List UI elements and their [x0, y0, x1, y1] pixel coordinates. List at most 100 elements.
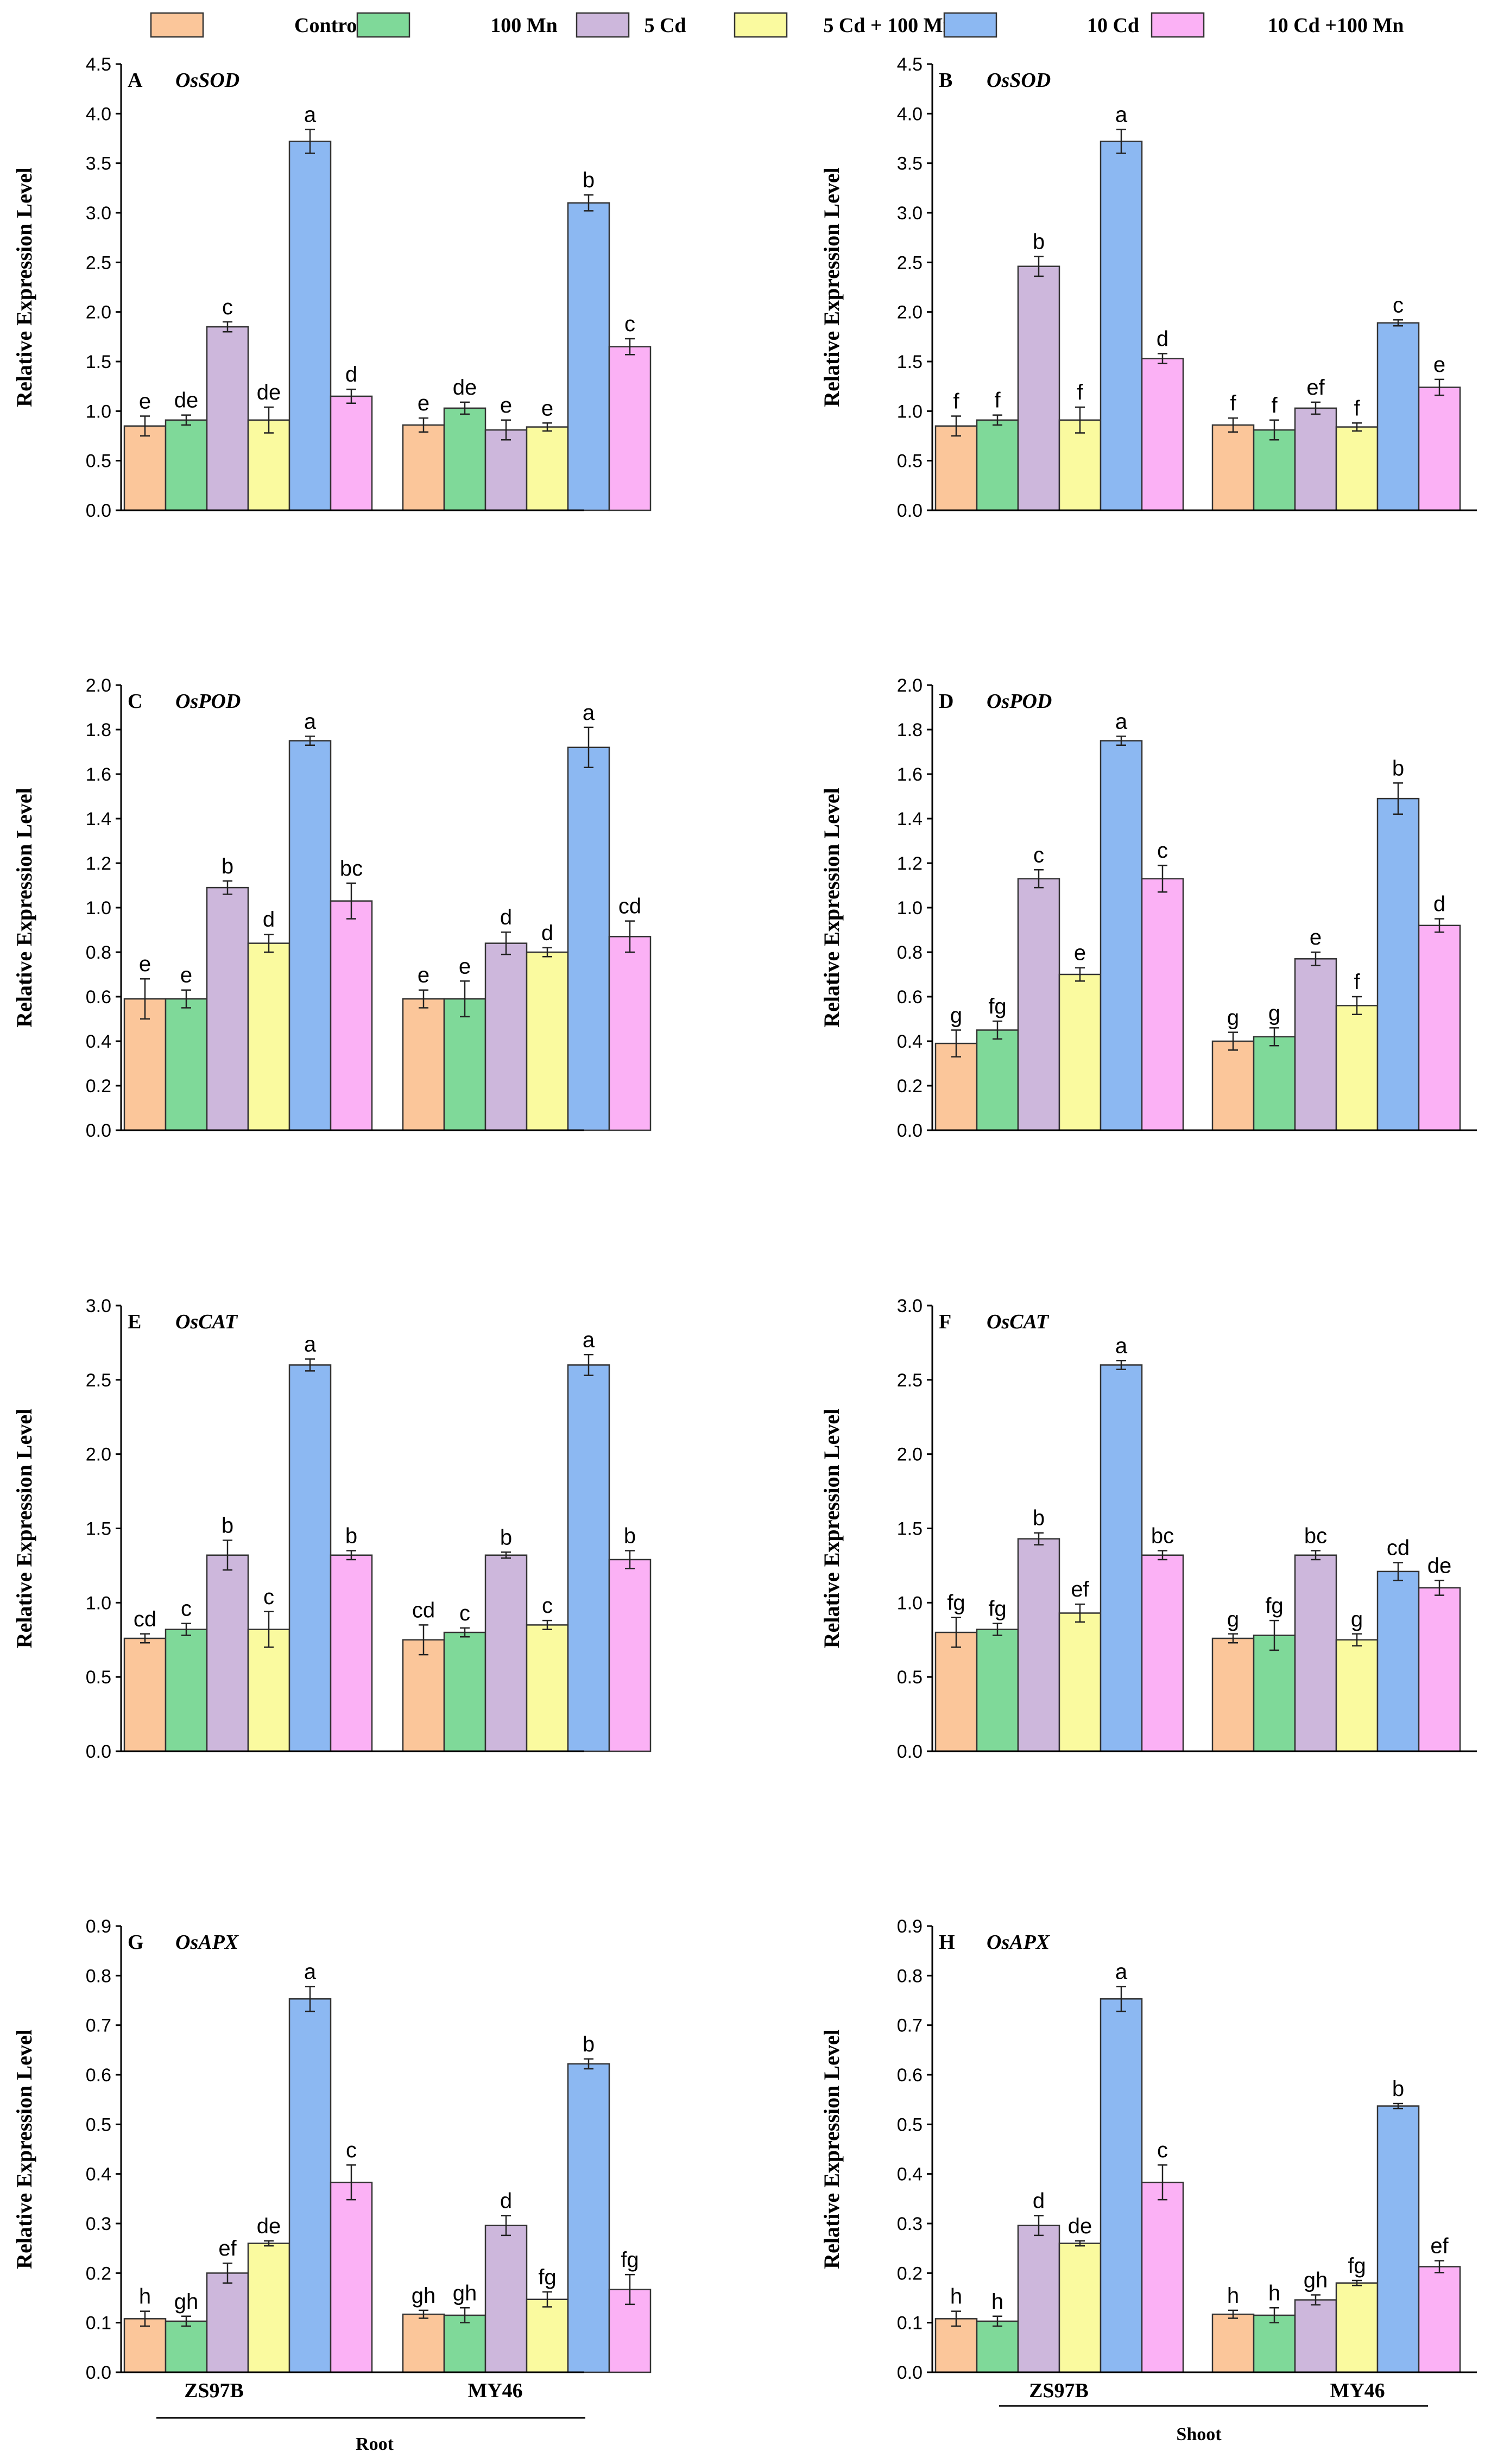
y-axis-title-e: Relative Expression Level [12, 1409, 36, 1648]
error-bar-e-0-5 [346, 1550, 356, 1561]
error-bar-e-0-2 [223, 1540, 232, 1571]
error-bar-a-0-4 [305, 129, 315, 154]
significance-letter-h-0-1: h [991, 2290, 1003, 2314]
y-tick-label-c: 0.8 [86, 942, 111, 963]
legend-swatch-control [150, 12, 204, 38]
bar-e-my46-5-cd [484, 1554, 528, 1752]
bar-f-my46-5-cd-100-mn [1335, 1639, 1379, 1752]
y-tick-label-a: 0.0 [86, 501, 111, 521]
error-bar-e-1-1 [460, 1627, 470, 1638]
legend-label-10-cd-100-mn: 10 Cd +100 Mn [1268, 14, 1404, 37]
error-bar-f-1-1 [1269, 1619, 1279, 1651]
bottom-labels: ZS97B MY46 Root ZS97B MY46 Shoot [156, 2379, 1428, 2454]
y-tick-label-d: 1.0 [897, 898, 923, 919]
significance-letter-f-1-4: cd [1387, 1536, 1410, 1560]
y-tick-label-d: 2.0 [897, 675, 923, 696]
error-bar-b-0-5 [1158, 353, 1167, 364]
error-bar-c-0-2 [223, 880, 232, 895]
y-tick-label-g: 0.3 [86, 2214, 111, 2234]
error-bar-e-1-5 [625, 1550, 635, 1569]
y-tick-label-g: 0.1 [86, 2313, 111, 2334]
error-bar-c-0-3 [264, 933, 274, 953]
y-tick-label-f: 3.0 [897, 1296, 923, 1316]
gene-name-a: OsSOD [175, 69, 239, 92]
significance-letter-a-0-0: e [139, 389, 151, 413]
significance-letter-c-0-0: e [139, 952, 151, 976]
significance-letter-g-1-5: fg [621, 2248, 639, 2272]
bar-b-my46-100-mn [1253, 429, 1296, 511]
bar-g-zs97b-10-cd [288, 1998, 332, 2373]
bar-h-my46-control [1211, 2313, 1255, 2373]
bar-g-zs97b-5-cd [206, 2272, 249, 2373]
error-bar-a-1-3 [542, 422, 552, 432]
significance-letter-f-1-5: de [1427, 1554, 1452, 1578]
cultivar-label-zs97b-right: ZS97B [1029, 2379, 1089, 2402]
error-bar-f-1-5 [1435, 1580, 1444, 1596]
y-tick-label-e: 3.0 [86, 1296, 111, 1316]
y-tick-label-d: 1.8 [897, 720, 923, 740]
bar-d-zs97b-10-cd [1100, 740, 1143, 1131]
y-axis-title-b: Relative Expression Level [819, 167, 844, 407]
significance-letter-d-0-4: a [1115, 710, 1128, 733]
error-bar-e-1-3 [542, 1619, 552, 1630]
significance-letter-h-1-5: ef [1430, 2234, 1449, 2258]
y-tick-label-c: 1.4 [86, 809, 111, 829]
significance-letter-d-1-5: d [1433, 892, 1445, 916]
error-bar-a-0-5 [346, 388, 356, 404]
bar-d-my46-100-mn [1253, 1036, 1296, 1131]
error-bar-c-0-5 [346, 882, 356, 920]
significance-letter-e-1-5: b [624, 1524, 636, 1548]
y-tick-label-f: 0.0 [897, 1741, 923, 1762]
bar-h-my46-10-cd [1376, 2105, 1420, 2373]
y-tick-label-g: 0.0 [86, 2362, 111, 2383]
bar-e-zs97b-5-cd [206, 1554, 249, 1752]
y-tick-label-g: 0.4 [86, 2164, 111, 2185]
bar-h-zs97b-10-cd [1100, 1998, 1143, 2373]
gene-name-g: OsAPX [175, 1931, 239, 1954]
y-tick-label-f: 1.0 [897, 1593, 923, 1613]
error-bar-f-1-0 [1228, 1633, 1238, 1644]
bar-g-my46-10-cd [567, 2063, 610, 2373]
y-tick-label-g: 0.7 [86, 2016, 111, 2036]
significance-letter-g-1-0: gh [412, 2284, 436, 2308]
gene-name-d: OsPOD [987, 690, 1052, 713]
error-bar-d-1-3 [1352, 996, 1362, 1016]
significance-letter-g-0-2: ef [218, 2237, 237, 2260]
y-tick-label-f: 1.5 [897, 1519, 923, 1540]
significance-letter-h-0-0: h [950, 2285, 962, 2309]
panel-letter-f: F [939, 1310, 951, 1333]
y-tick-label-a: 1.5 [86, 352, 111, 372]
y-tick-label-f: 2.0 [897, 1445, 923, 1465]
significance-letter-f-0-1: fg [988, 1597, 1006, 1621]
significance-letter-f-1-2: bc [1304, 1524, 1327, 1548]
y-tick-label-e: 0.0 [86, 1741, 111, 1762]
bar-b-my46-10-cd-100-mn [1418, 387, 1461, 511]
bar-e-my46-10-cd-100-mn [608, 1559, 652, 1752]
error-bar-b-1-0 [1228, 417, 1238, 433]
significance-letter-f-1-3: g [1351, 1607, 1363, 1631]
bar-e-zs97b-100-mn [165, 1629, 208, 1752]
error-bar-a-0-1 [181, 414, 191, 426]
significance-letter-f-1-0: g [1227, 1607, 1239, 1631]
significance-letter-d-1-3: f [1354, 970, 1360, 994]
error-bar-g-0-5 [346, 2164, 356, 2201]
significance-letter-a-0-2: c [222, 295, 233, 319]
y-tick-label-h: 0.6 [897, 2065, 923, 2086]
significance-letter-g-1-4: b [583, 2032, 595, 2056]
error-bar-d-0-1 [993, 1020, 1002, 1040]
error-bar-a-0-0 [140, 415, 150, 437]
significance-letter-g-0-3: de [257, 2214, 281, 2238]
bar-h-my46-5-cd-100-mn [1335, 2282, 1379, 2373]
significance-letter-b-1-2: ef [1306, 376, 1325, 400]
significance-letter-c-1-0: e [418, 964, 429, 987]
y-axis-title-f: Relative Expression Level [819, 1409, 844, 1648]
error-bar-d-0-4 [1116, 736, 1126, 746]
significance-letter-c-1-1: e [459, 954, 471, 978]
significance-letter-a-1-5: c [624, 312, 635, 336]
bar-b-zs97b-100-mn [976, 419, 1019, 511]
error-bar-b-1-4 [1393, 319, 1403, 327]
bar-h-my46-5-cd [1294, 2299, 1337, 2373]
error-bar-e-0-1 [181, 1623, 191, 1636]
